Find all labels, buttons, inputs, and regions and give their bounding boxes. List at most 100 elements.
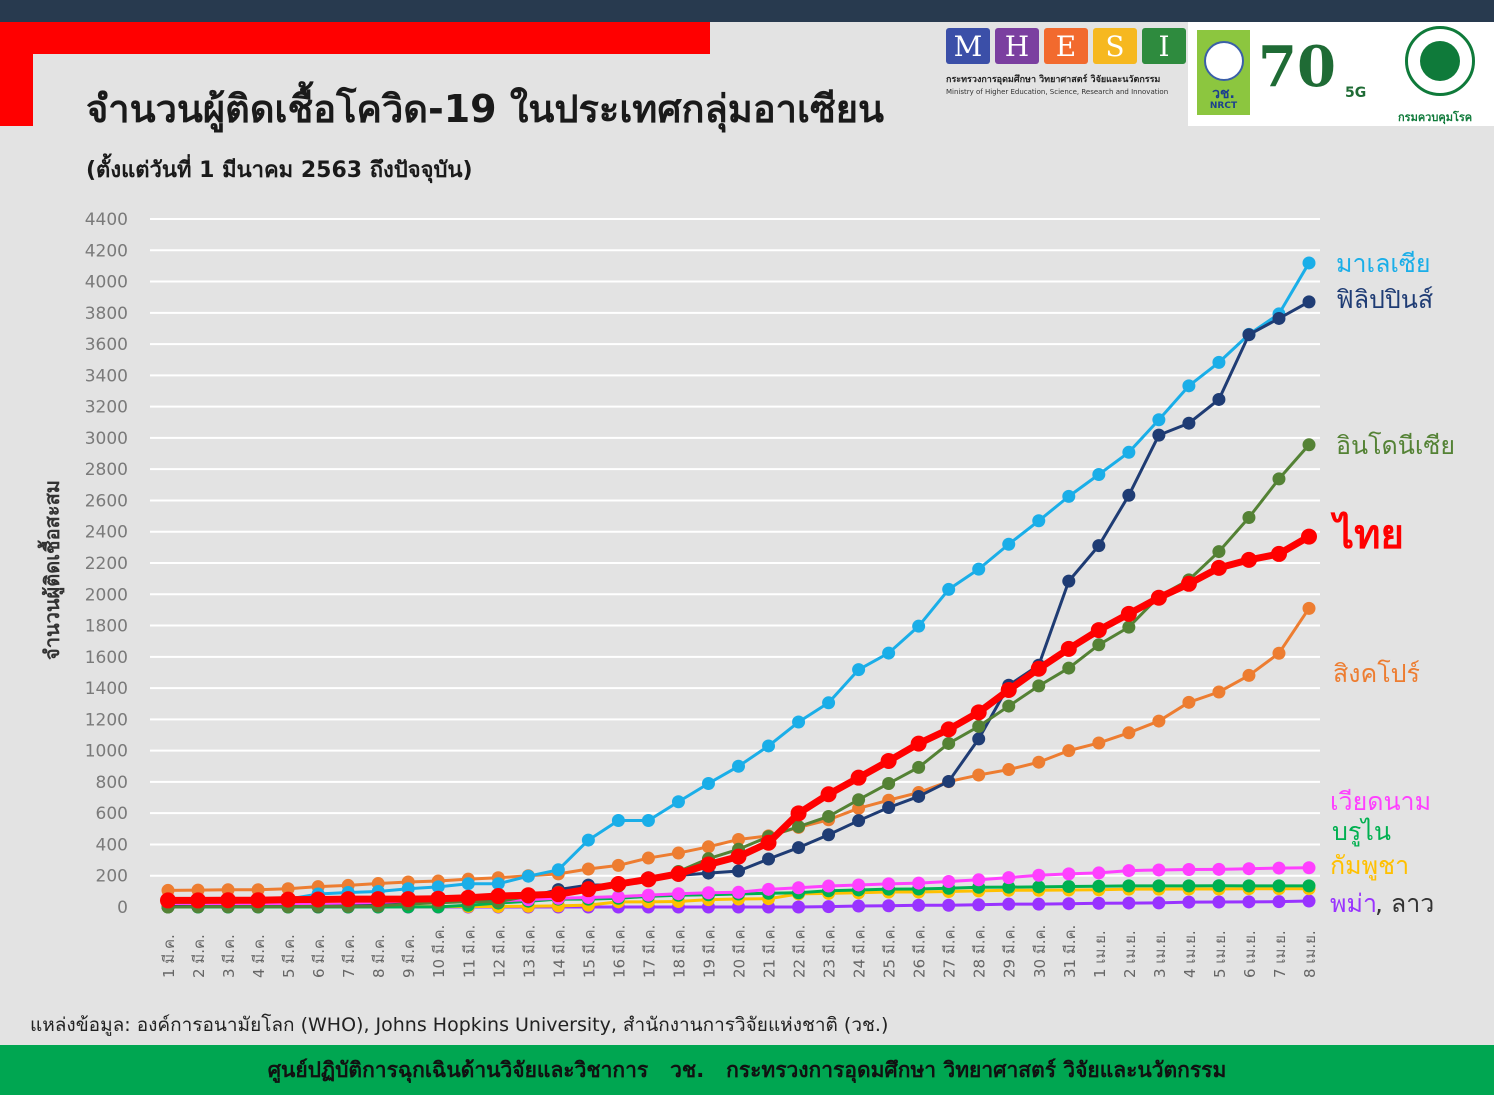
data-point: [551, 863, 565, 877]
data-point: [1182, 862, 1196, 876]
data-point: [1032, 897, 1046, 911]
x-tick-label: 13 มี.ค.: [520, 925, 538, 978]
data-point: [1092, 638, 1106, 652]
data-point: [1302, 879, 1316, 893]
y-tick-label: 4400: [85, 210, 128, 230]
y-tick-label: 3200: [85, 398, 128, 418]
y-tick-label: 1000: [85, 742, 128, 762]
mhesi-letter: I: [1142, 28, 1186, 64]
data-point: [912, 898, 926, 912]
x-tick-label: 9 มี.ค.: [400, 934, 418, 978]
series-line: [160, 528, 1317, 909]
x-tick-label: 1 เม.ย.: [1091, 930, 1109, 978]
mhesi-letter: E: [1044, 28, 1088, 64]
data-point: [1182, 895, 1196, 909]
page-title: จำนวนผู้ติดเชื้อโควิด-19 ในประเทศกลุ่มอา…: [86, 87, 884, 131]
data-point: [1152, 863, 1166, 877]
data-point: [732, 864, 745, 878]
data-point: [1032, 755, 1046, 769]
y-tick-label: 1600: [85, 648, 128, 668]
data-point: [1302, 295, 1316, 309]
data-point: [1272, 879, 1286, 893]
legend-label: มาเลเซีย: [1336, 249, 1431, 278]
data-point: [792, 715, 806, 729]
line-chart: 0 200 400 600 800 1000 1200 1400 1600 1800 2000 220…: [85, 210, 1320, 978]
data-point: [1152, 879, 1166, 893]
data-point: [1002, 763, 1016, 777]
data-point: [1092, 539, 1106, 553]
data-point: [972, 719, 986, 733]
data-point: [641, 851, 655, 865]
data-point: [1032, 514, 1046, 528]
mhesi-letter: M: [946, 28, 990, 64]
data-point: [1212, 355, 1226, 369]
legend-label: พม่า: [1330, 889, 1377, 918]
legend-label: กัมพูชา: [1330, 851, 1410, 880]
x-tick-label: 4 เม.ย.: [1181, 930, 1199, 978]
x-tick-label: 25 มี.ค.: [881, 925, 899, 978]
data-point: [400, 891, 417, 908]
mhesi-english-name: Ministry of Higher Education, Science, R…: [946, 88, 1169, 96]
data-point: [1152, 896, 1166, 910]
x-tick-label: 2 เม.ย.: [1121, 930, 1139, 978]
data-point: [1270, 545, 1287, 562]
nrct-logo: วช. NRCT: [1197, 30, 1250, 115]
data-point: [1122, 896, 1136, 910]
data-point: [281, 882, 295, 896]
x-tick-label: 8 มี.ค.: [370, 934, 388, 978]
data-point: [581, 862, 595, 876]
data-point: [160, 892, 176, 909]
data-point: [1302, 861, 1316, 875]
data-point: [912, 876, 926, 890]
data-point: [792, 881, 806, 895]
y-tick-label: 800: [96, 773, 128, 793]
data-point: [972, 873, 986, 887]
data-point: [1302, 256, 1316, 270]
x-tick-label: 8 เม.ย.: [1301, 930, 1319, 978]
data-point: [1212, 392, 1226, 406]
data-point: [1092, 736, 1106, 750]
data-point: [1152, 413, 1166, 427]
x-tick-label: 7 เม.ย.: [1271, 930, 1289, 978]
moph-seal-icon: [1405, 26, 1475, 96]
data-point: [671, 846, 685, 860]
data-point: [1120, 605, 1137, 622]
data-point: [942, 875, 956, 889]
data-point: [942, 774, 956, 788]
x-tick-label: 22 มี.ค.: [791, 925, 809, 978]
mhesi-logo: M H E S I: [946, 28, 1186, 64]
data-point: [1030, 660, 1047, 677]
data-point: [520, 887, 537, 904]
data-point: [1240, 551, 1257, 568]
y-tick-label: 3000: [85, 429, 128, 449]
y-tick-label: 3800: [85, 304, 128, 324]
legend-label: สิงคโปร์: [1333, 659, 1420, 688]
data-point: [1242, 879, 1256, 893]
data-point: [852, 878, 866, 892]
data-point: [882, 801, 896, 815]
data-point: [942, 736, 956, 750]
x-tick-label: 1 มี.ค.: [160, 934, 178, 978]
data-point: [310, 891, 327, 908]
x-tick-label: 26 มี.ค.: [911, 925, 929, 978]
data-point: [1272, 895, 1286, 909]
mhesi-letter: S: [1093, 28, 1137, 64]
data-point: [1092, 896, 1106, 910]
data-point: [220, 892, 237, 909]
data-point: [852, 663, 866, 677]
data-point: [940, 721, 957, 738]
data-point: [1242, 668, 1256, 682]
data-source: แหล่งข้อมูล: องค์การอนามัยโลก (WHO), Joh…: [30, 1014, 889, 1036]
data-point: [190, 892, 207, 909]
data-point: [491, 877, 505, 891]
data-point: [1212, 895, 1226, 909]
data-point: [1302, 894, 1316, 908]
data-point: [852, 793, 866, 807]
x-tick-label: 18 มี.ค.: [670, 925, 688, 978]
data-point: [822, 900, 836, 914]
data-point: [972, 562, 986, 576]
top-band: [0, 0, 1494, 22]
data-point: [671, 795, 685, 809]
data-point: [822, 828, 836, 842]
footer-text: ศูนย์ปฏิบัติการฉุกเฉินด้านวิจัยและวิชากา…: [267, 1057, 1227, 1082]
